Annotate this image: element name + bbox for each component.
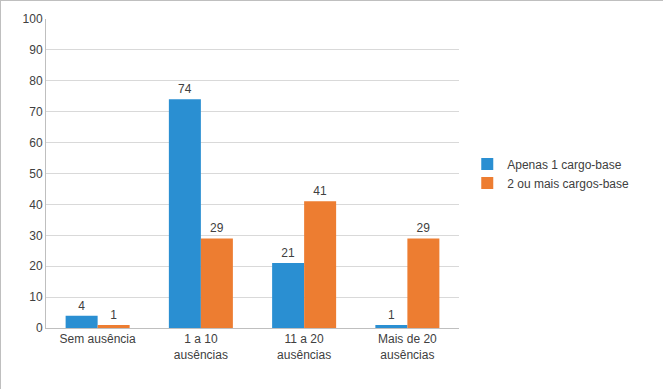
svg-text:10: 10 bbox=[29, 290, 43, 304]
svg-text:29: 29 bbox=[417, 221, 431, 235]
svg-text:30: 30 bbox=[29, 229, 43, 243]
svg-text:41: 41 bbox=[313, 184, 327, 198]
svg-text:0: 0 bbox=[36, 321, 43, 335]
svg-text:70: 70 bbox=[29, 105, 43, 119]
svg-text:1: 1 bbox=[388, 308, 395, 322]
svg-text:1 a 10ausências: 1 a 10ausências bbox=[174, 332, 228, 362]
svg-text:50: 50 bbox=[29, 167, 43, 181]
svg-text:100: 100 bbox=[23, 12, 43, 26]
svg-text:Sem ausência: Sem ausência bbox=[60, 332, 136, 346]
svg-text:40: 40 bbox=[29, 198, 43, 212]
svg-text:Mais de 20ausências: Mais de 20ausências bbox=[378, 332, 437, 362]
svg-text:90: 90 bbox=[29, 43, 43, 57]
svg-text:Apenas 1 cargo-base: Apenas 1 cargo-base bbox=[507, 158, 621, 172]
svg-text:11 a 20ausências: 11 a 20ausências bbox=[277, 332, 331, 362]
svg-text:60: 60 bbox=[29, 136, 43, 150]
svg-text:74: 74 bbox=[178, 82, 192, 96]
svg-text:80: 80 bbox=[29, 74, 43, 88]
svg-text:21: 21 bbox=[281, 246, 295, 260]
svg-text:20: 20 bbox=[29, 259, 43, 273]
svg-text:2 ou mais cargos-base: 2 ou mais cargos-base bbox=[507, 177, 629, 191]
svg-text:1: 1 bbox=[110, 308, 117, 322]
svg-text:4: 4 bbox=[78, 299, 85, 313]
svg-text:29: 29 bbox=[210, 221, 224, 235]
